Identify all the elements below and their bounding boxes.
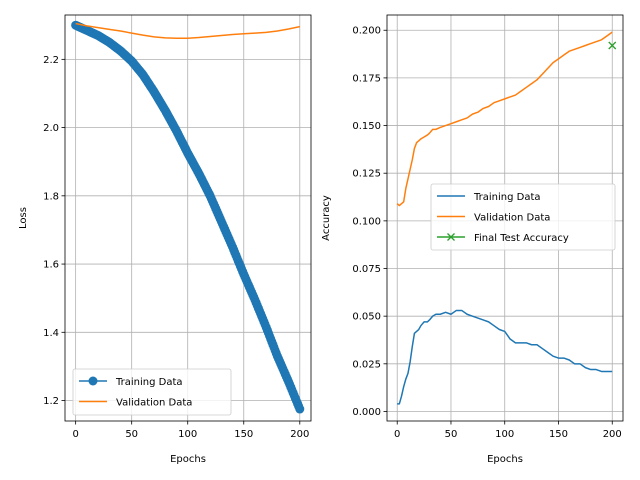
loss-chart-series xyxy=(71,20,305,414)
loss-chart-x-tick-label: 0 xyxy=(72,429,78,440)
accuracy-chart-x-tick-label: 200 xyxy=(603,429,622,440)
accuracy-chart-y-tick-label: 0.125 xyxy=(352,169,381,180)
loss-chart-grid xyxy=(65,15,311,421)
legend-item-validation-data: Validation Data xyxy=(437,213,550,224)
legend-swatch-marker xyxy=(447,233,455,241)
loss-chart: 0 50 100 150 200 1.2 1.4 1.6 1.8 2.0 2.2 Epochs Lo… xyxy=(18,14,312,465)
accuracy-chart-y-tick-label: 0.075 xyxy=(352,264,381,275)
accuracy-chart-y-tick-label: 0.025 xyxy=(352,359,381,370)
accuracy-chart-x-tick-label: 150 xyxy=(549,429,568,440)
loss-chart-x-axis-label: Epochs xyxy=(170,454,206,465)
accuracy-chart: 0 50 100 150 200 0.000 0.025 0.050 0.075 0.100 0.1… xyxy=(321,14,624,465)
legend-label: Validation Data xyxy=(116,398,192,409)
accuracy-chart-y-tick-label: 0.050 xyxy=(352,312,381,323)
loss-chart-y-tick-label: 1.6 xyxy=(43,260,59,271)
legend-label: Training Data xyxy=(473,192,541,203)
loss-chart-y-tick-label: 2.2 xyxy=(43,55,59,66)
loss-chart-x-tick-label: 100 xyxy=(178,429,197,440)
legend-item-validation-data: Validation Data xyxy=(79,398,192,409)
accuracy-chart-x-tick-label: 100 xyxy=(495,429,514,440)
loss-chart-x-tick-label: 200 xyxy=(290,429,309,440)
loss-chart-y-tick-label: 1.4 xyxy=(43,328,59,339)
accuracy-chart-x-tick-label: 50 xyxy=(445,429,458,440)
accuracy-chart-x-axis-label: Epochs xyxy=(487,454,523,465)
loss-chart-x-tick-label: 50 xyxy=(125,429,138,440)
accuracy-chart-training-data-line xyxy=(397,309,613,405)
accuracy-chart-ticks: 0 50 100 150 200 0.000 0.025 0.050 0.075 0.100 0.1… xyxy=(352,26,621,440)
loss-chart-y-tick-label: 2.0 xyxy=(43,123,59,134)
loss-chart-validation-data-line xyxy=(75,22,300,39)
legend-item-training-data: Training Data xyxy=(437,192,541,203)
loss-chart-legend-box xyxy=(72,368,232,416)
accuracy-chart-y-axis-label: Accuracy xyxy=(321,195,332,241)
loss-chart-y-tick-label: 1.8 xyxy=(43,191,59,202)
accuracy-chart-legend-box xyxy=(430,183,616,251)
loss-chart-y-axis-label: Loss xyxy=(18,207,29,229)
accuracy-chart-y-tick-label: 0.200 xyxy=(352,26,381,37)
accuracy-chart-x-tick-label: 0 xyxy=(394,429,400,440)
loss-chart-legend: Training Data Validation Data xyxy=(72,368,232,416)
legend-label: Validation Data xyxy=(474,213,550,224)
legend-label: Training Data xyxy=(115,377,183,388)
loss-chart-x-tick-label: 150 xyxy=(234,429,253,440)
accuracy-chart-y-tick-label: 0.100 xyxy=(352,216,381,227)
legend-swatch-marker xyxy=(88,376,98,386)
loss-chart-ticks: 0 50 100 150 200 1.2 1.4 1.6 1.8 2.0 2.2 xyxy=(43,55,309,440)
accuracy-chart-series xyxy=(396,31,617,405)
accuracy-chart-y-tick-label: 0.175 xyxy=(352,73,381,84)
accuracy-chart-validation-data-line xyxy=(396,31,613,207)
legend-label: Final Test Accuracy xyxy=(474,233,569,244)
accuracy-chart-final-test-accuracy-point xyxy=(608,41,617,50)
accuracy-chart-y-tick-label: 0.000 xyxy=(352,407,381,418)
loss-chart-training-data-point xyxy=(295,404,305,414)
legend-item-training-data: Training Data xyxy=(79,376,183,388)
loss-chart-y-tick-label: 1.2 xyxy=(43,396,59,407)
legend-item-final-test-accuracy: Final Test Accuracy xyxy=(437,233,569,244)
accuracy-chart-y-tick-label: 0.150 xyxy=(352,121,381,132)
accuracy-chart-legend: Training Data Validation Data Final Test A… xyxy=(430,183,616,251)
